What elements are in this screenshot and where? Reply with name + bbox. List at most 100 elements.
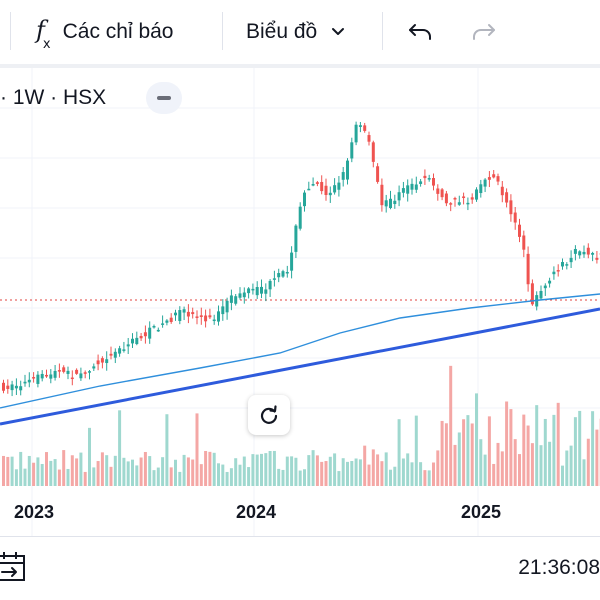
volume-bar: [543, 418, 547, 486]
volume-bar: [221, 464, 225, 486]
volume-bar: [156, 467, 160, 486]
candle-body: [152, 326, 156, 328]
volume-bar: [36, 457, 40, 486]
volume-bar: [341, 458, 345, 486]
candle-body: [457, 202, 461, 205]
candle-body: [479, 184, 483, 194]
rotate-reset-icon: [260, 405, 278, 424]
candle-body: [513, 212, 517, 223]
volume-bar: [354, 458, 358, 486]
volume-bar: [251, 454, 255, 486]
candle-body: [496, 176, 500, 182]
volume-bar: [165, 414, 169, 486]
candle-body: [393, 200, 397, 205]
volume-bar: [272, 450, 276, 486]
volume-bar: [294, 457, 298, 486]
candle-body: [234, 296, 238, 304]
candle-body: [419, 181, 423, 184]
volume-bar: [174, 459, 177, 486]
volume-bar: [83, 471, 87, 486]
volume-bar: [182, 454, 186, 486]
candle-body: [260, 286, 263, 294]
volume-bar: [199, 464, 203, 486]
volume-bar: [139, 457, 143, 486]
candle-body: [148, 327, 152, 339]
candle-body: [100, 358, 104, 363]
volume-bar: [479, 439, 483, 486]
candle-body: [225, 300, 229, 313]
redo-button[interactable]: [470, 0, 498, 64]
candle-body: [178, 310, 182, 321]
candle-body: [466, 202, 470, 205]
price-chart[interactable]: [0, 68, 600, 536]
volume-bar: [350, 461, 354, 486]
candle-body: [492, 174, 496, 178]
candle-body: [217, 311, 220, 322]
volume-bar: [217, 463, 220, 486]
candle-body: [40, 373, 44, 379]
candle-body: [242, 292, 246, 298]
volume-bar: [552, 414, 556, 486]
volume-bar: [591, 411, 595, 486]
candle-body: [75, 369, 79, 374]
candle-body: [45, 374, 48, 377]
legend-collapse-button[interactable]: [146, 82, 182, 114]
candle-body: [10, 384, 14, 391]
volume-bar: [88, 427, 91, 486]
volume-bar: [371, 449, 375, 486]
volume-bar: [561, 465, 564, 486]
volume-bar: [582, 459, 586, 486]
candle-body: [333, 185, 337, 193]
reset-scale-button[interactable]: [248, 395, 290, 435]
volume-bar: [569, 445, 573, 486]
volume-bar: [53, 459, 57, 486]
candle-body: [303, 192, 306, 207]
undo-button[interactable]: [406, 0, 434, 64]
candle-body: [410, 183, 414, 190]
toolbar-divider: [382, 12, 383, 50]
volume-bar: [264, 453, 268, 486]
minus-icon: [157, 96, 171, 100]
candlestick-series: [2, 121, 600, 397]
volume-bar: [285, 456, 289, 486]
volume-bar: [66, 468, 70, 486]
candle-body: [307, 188, 311, 191]
volume-bar: [92, 467, 96, 486]
volume-bar: [277, 468, 281, 486]
volume-bar: [328, 456, 332, 486]
volume-bar: [496, 442, 500, 486]
candle-body: [27, 379, 31, 383]
candle-body: [582, 251, 586, 255]
candle-body: [436, 188, 440, 194]
indicators-button[interactable]: fx Các chỉ báo: [36, 0, 174, 64]
candle-body: [143, 332, 147, 337]
volume-bar: [449, 365, 453, 486]
candle-body: [88, 371, 91, 373]
candle-body: [470, 197, 474, 200]
candle-body: [298, 206, 302, 229]
volume-bar: [212, 452, 216, 486]
candle-body: [539, 290, 543, 299]
candle-body: [131, 338, 134, 344]
candle-body: [483, 179, 487, 187]
candle-body: [346, 160, 349, 180]
candle-body: [337, 182, 341, 190]
candle-body: [552, 271, 556, 275]
volume-bar: [444, 423, 448, 486]
volume-bar: [148, 456, 152, 486]
candle-body: [462, 196, 466, 199]
volume-bar: [169, 467, 173, 486]
chart-type-dropdown[interactable]: Biểu đồ: [246, 0, 345, 64]
candle-body: [573, 248, 577, 254]
toolbar-bottom-border: [0, 64, 600, 68]
candle-body: [109, 353, 113, 356]
candle-body: [578, 251, 582, 256]
volume-bar: [204, 450, 208, 486]
candle-body: [363, 125, 367, 131]
candle-body: [191, 312, 195, 315]
volume-bar: [432, 462, 435, 486]
candle-body: [113, 351, 117, 358]
calendar-arrow-icon[interactable]: [0, 550, 30, 584]
chart-type-label: Biểu đồ: [246, 20, 318, 43]
volume-bar: [62, 450, 66, 486]
